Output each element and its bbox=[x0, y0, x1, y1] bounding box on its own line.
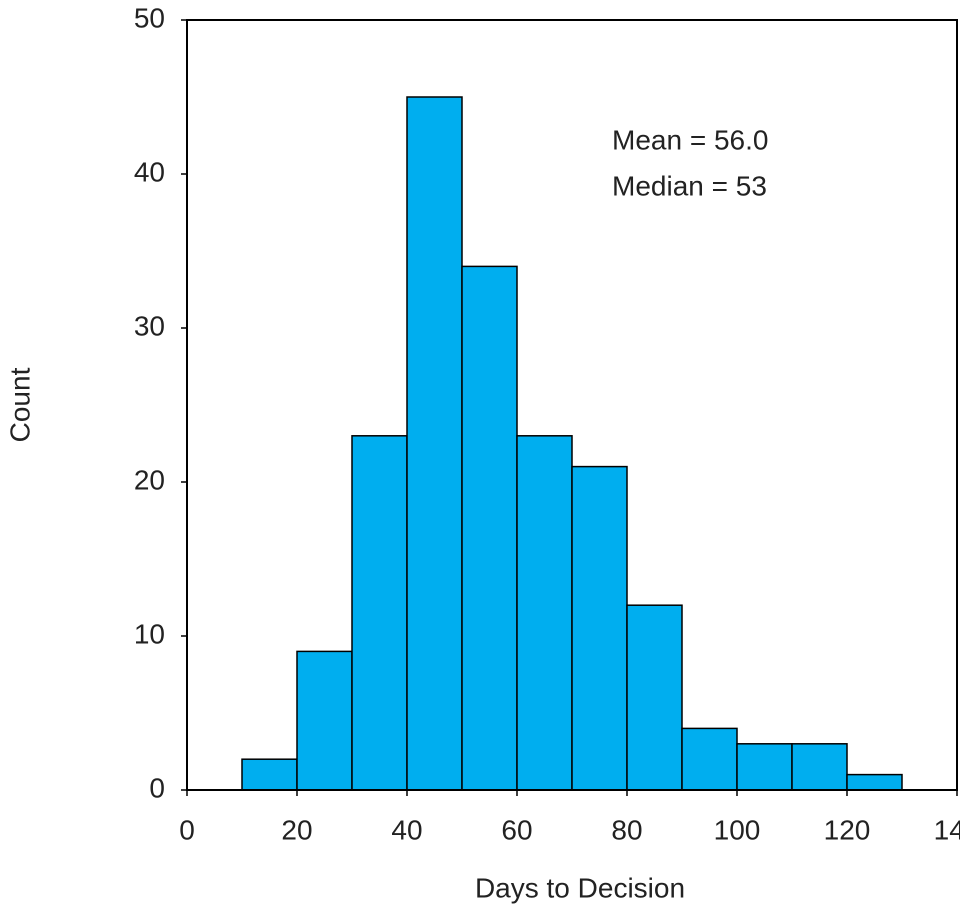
bar bbox=[351, 435, 408, 791]
bar bbox=[406, 96, 463, 791]
x-tick-label: 140 bbox=[934, 814, 960, 845]
y-axis-label: Count bbox=[4, 367, 35, 442]
annotation: Mean = 56.0 bbox=[612, 124, 768, 155]
y-tick-label: 50 bbox=[134, 2, 165, 33]
bar bbox=[571, 465, 628, 791]
x-tick-label: 120 bbox=[824, 814, 871, 845]
bar bbox=[626, 604, 683, 791]
x-axis-label: Days to Decision bbox=[475, 872, 685, 903]
bar bbox=[296, 650, 353, 791]
bar bbox=[736, 743, 793, 791]
bar bbox=[681, 727, 738, 791]
x-tick-label: 0 bbox=[179, 814, 195, 845]
x-tick-label: 100 bbox=[714, 814, 761, 845]
bar bbox=[461, 265, 518, 791]
bar bbox=[241, 758, 298, 791]
y-tick-label: 20 bbox=[134, 464, 165, 495]
y-tick-label: 30 bbox=[134, 310, 165, 341]
annotation: Median = 53 bbox=[612, 170, 767, 201]
plot-frame bbox=[186, 19, 958, 791]
x-tick-label: 60 bbox=[501, 814, 532, 845]
bar bbox=[516, 435, 573, 791]
y-tick-label: 40 bbox=[134, 156, 165, 187]
y-tick-label: 10 bbox=[134, 618, 165, 649]
bar bbox=[846, 773, 903, 791]
x-tick-label: 20 bbox=[281, 814, 312, 845]
x-tick-label: 40 bbox=[391, 814, 422, 845]
bar bbox=[791, 743, 848, 791]
y-tick-label: 0 bbox=[149, 772, 165, 803]
x-tick-label: 80 bbox=[611, 814, 642, 845]
